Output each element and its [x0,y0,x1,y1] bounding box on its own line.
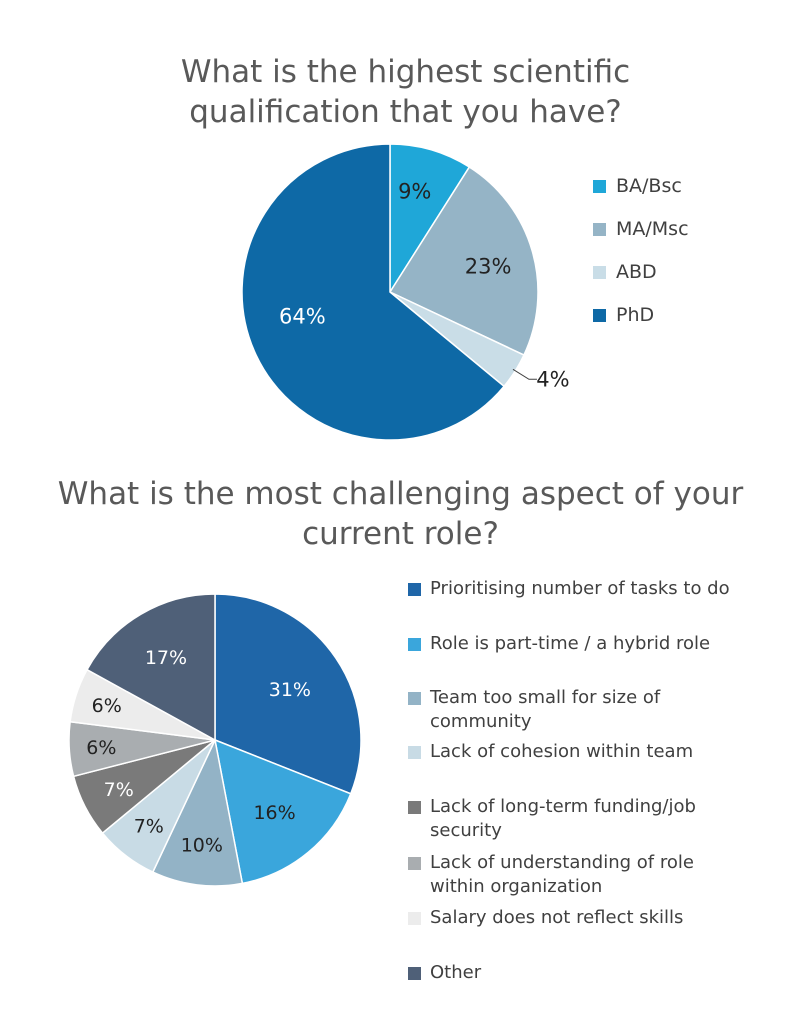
pie-slice-ma-msc [388,166,539,357]
legend-swatch [408,801,421,814]
legend-swatch [408,692,421,705]
legend-item-lack-of-cohesion-within-team: Lack of cohesion within team [408,740,693,764]
legend-item-team-too-small-for-size-of-community: Team too small for size of community [408,686,660,734]
legend-item-role-is-part-time-a-hybrid-role: Role is part-time / a hybrid role [408,632,710,656]
data-label-phd: 64% [279,305,326,329]
legend-label: ABD [616,261,657,283]
legend-item-ma-msc: MA/Msc [593,216,689,242]
legend-swatch [593,309,606,322]
legend-label: Lack of understanding of role within orga… [430,852,694,897]
legend-label: Other [430,962,482,983]
legend-item-salary-does-not-reflect-skills: Salary does not reflect skills [408,906,683,930]
legend-item-abd: ABD [593,259,657,285]
legend-swatch [593,266,606,279]
legend-swatch [408,638,421,651]
legend-swatch [408,746,421,759]
pie-slice-phd [241,143,506,441]
legend-label: MA/Msc [616,218,689,240]
legend-item-lack-of-understanding-of-role-within-organization: Lack of understanding of role within orga… [408,851,694,899]
legend-swatch [408,912,421,925]
pie-slice-ba-bsc [389,143,471,295]
legend-label: BA/Bsc [616,175,682,197]
legend-label: Lack of cohesion within team [430,741,694,762]
legend-swatch [408,583,421,596]
legend-swatch [593,223,606,236]
legend-item-prioritising-number-of-tasks-to-do: Prioritising number of tasks to do [408,577,730,601]
legend-label: Prioritising number of tasks to do [430,578,730,599]
legend-label: Team too small for size of community [430,687,661,732]
data-label-abd: 4% [536,367,569,391]
legend-item-other: Other [408,961,481,985]
legend-swatch [408,857,421,870]
legend-item-phd: PhD [593,302,654,328]
data-label-ba-bsc: 9% [398,180,431,204]
leader-line [512,368,537,380]
legend-label: Salary does not reflect skills [430,907,684,928]
legend-label: PhD [616,304,655,326]
legend-item-lack-of-long-term-funding-job-security: Lack of long-term funding/job security [408,795,696,843]
legend-label: Role is part-time / a hybrid role [430,633,711,654]
data-label-ma-msc: 23% [465,254,512,278]
chart-2-title: What is the most challenging aspect of y… [57,476,744,552]
legend-label: Lack of long-term funding/job security [430,796,696,841]
chart-1-title: What is the highest scientific qualificat… [180,54,631,130]
legend-swatch [408,967,421,980]
legend-swatch [593,180,606,193]
legend-item-ba-bsc: BA/Bsc [593,173,682,199]
